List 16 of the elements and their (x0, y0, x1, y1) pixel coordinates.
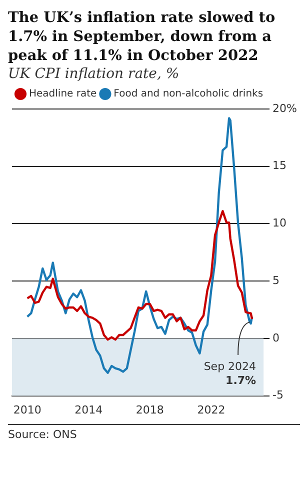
legend-label: Headline rate (29, 88, 97, 100)
annotation: Sep 2024 1.7% (204, 360, 256, 387)
y-tick-label: 10 (272, 216, 287, 230)
x-tick-label: 2014 (74, 403, 103, 416)
y-tick-label: -5 (272, 388, 284, 402)
y-tick-label: 20% (272, 102, 298, 115)
chart-subtitle: UK CPI inflation rate, % (8, 65, 180, 84)
legend-label: Food and non-alcoholic drinks (114, 88, 264, 100)
x-tick-label: 2010 (13, 403, 42, 416)
y-tick-label: 15 (272, 159, 287, 172)
source-note: Source: ONS (8, 428, 78, 441)
y-tick-label: 0 (272, 331, 280, 344)
x-tick-label: 2022 (197, 403, 226, 416)
chart-title: The UK’s inflation rate slowed to 1.7% in September, down from a peak of 11.1% in October 2022 (8, 8, 276, 65)
y-tick-label: 5 (272, 274, 280, 287)
x-tick-label: 2018 (136, 403, 164, 416)
